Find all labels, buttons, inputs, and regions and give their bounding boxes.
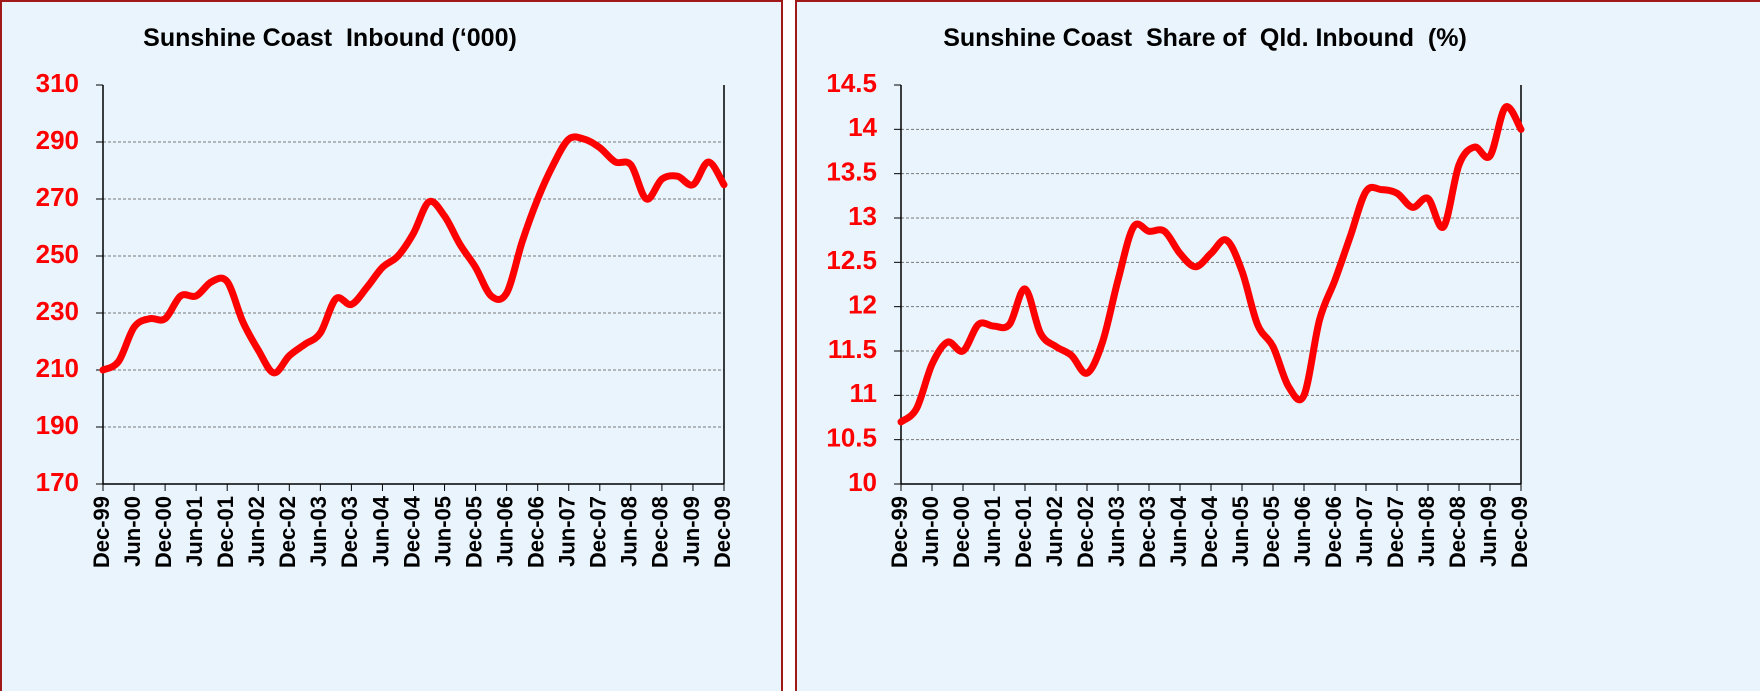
- x-tick-label: Jun-07: [555, 496, 580, 567]
- chart-title: Sunshine Coast Share of Qld. Inbound (%): [943, 24, 1467, 52]
- x-tick-label: Jun-06: [492, 496, 517, 567]
- x-tick-label: Jun-09: [1476, 496, 1501, 567]
- y-tick-label: 13.5: [826, 157, 877, 187]
- x-tick-label: Dec-02: [275, 496, 300, 568]
- x-tick-label: Dec-06: [1321, 496, 1346, 568]
- x-tick-label: Dec-01: [1011, 496, 1036, 568]
- x-tick-label: Jun-04: [368, 495, 393, 567]
- y-tick-label: 14: [848, 112, 877, 142]
- x-tick-label: Jun-05: [1228, 496, 1253, 567]
- x-tick-label: Dec-02: [1073, 496, 1098, 568]
- x-tick-label: Dec-08: [648, 496, 673, 568]
- x-tick-label: Dec-04: [399, 495, 424, 568]
- y-tick-label: 11: [850, 378, 878, 408]
- y-tick-label: 290: [36, 125, 79, 155]
- x-tick-label: Jun-03: [1104, 496, 1129, 567]
- x-tick-label: Jun-08: [1414, 496, 1439, 567]
- y-tick-label: 10: [848, 467, 877, 497]
- x-tick-label: Dec-99: [89, 496, 114, 568]
- y-tick-label: 12.5: [826, 245, 877, 275]
- x-tick-label: Dec-05: [1259, 496, 1284, 568]
- x-tick-label: Dec-01: [213, 496, 238, 568]
- x-tick-label: Jun-04: [1166, 495, 1191, 567]
- x-tick-label: Jun-06: [1290, 496, 1315, 567]
- y-tick-label: 310: [36, 68, 79, 98]
- panel: [0, 0, 783, 696]
- x-tick-label: Dec-07: [586, 496, 611, 568]
- line-series: [99, 133, 728, 377]
- x-tick-label: Jun-03: [306, 496, 331, 567]
- x-tick-label: Dec-04: [1197, 495, 1222, 568]
- y-tick-label: 12: [848, 290, 877, 320]
- x-tick-label: Jun-07: [1352, 496, 1377, 567]
- x-tick-label: Jun-00: [120, 496, 145, 567]
- y-tick-label: 11.5: [828, 334, 877, 364]
- x-tick-label: Dec-06: [524, 496, 549, 568]
- x-tick-label: Dec-00: [949, 496, 974, 568]
- chart-title: Sunshine Coast Inbound (‘000): [143, 24, 517, 52]
- y-tick-label: 14.5: [826, 68, 877, 98]
- y-tick-label: 210: [36, 353, 79, 383]
- y-tick-label: 10.5: [826, 423, 877, 453]
- y-tick-label: 170: [36, 467, 79, 497]
- x-tick-label: Jun-05: [430, 496, 455, 567]
- x-tick-label: Jun-01: [182, 496, 207, 567]
- y-tick-label: 190: [36, 410, 79, 440]
- y-tick-label: 250: [36, 239, 79, 269]
- x-tick-label: Jun-08: [617, 496, 642, 567]
- x-tick-label: Jun-01: [980, 496, 1005, 567]
- x-tick-label: Jun-09: [679, 496, 704, 567]
- y-tick-label: 13: [848, 201, 877, 231]
- line-series: [897, 103, 1525, 426]
- x-tick-label: Dec-03: [337, 496, 362, 568]
- x-tick-label: Jun-02: [1042, 496, 1067, 567]
- x-tick-label: Jun-00: [918, 496, 943, 567]
- x-tick-label: Dec-08: [1445, 496, 1470, 568]
- x-tick-label: Jun-02: [244, 496, 269, 567]
- x-tick-label: Dec-07: [1383, 496, 1408, 568]
- x-tick-label: Dec-09: [1507, 496, 1532, 568]
- x-tick-label: Dec-99: [887, 496, 912, 568]
- x-tick-label: Dec-00: [151, 496, 176, 568]
- y-tick-label: 270: [36, 182, 79, 212]
- x-tick-label: Dec-05: [461, 496, 486, 568]
- y-tick-label: 230: [36, 296, 79, 326]
- x-tick-label: Dec-03: [1135, 496, 1160, 568]
- x-tick-label: Dec-09: [710, 496, 735, 568]
